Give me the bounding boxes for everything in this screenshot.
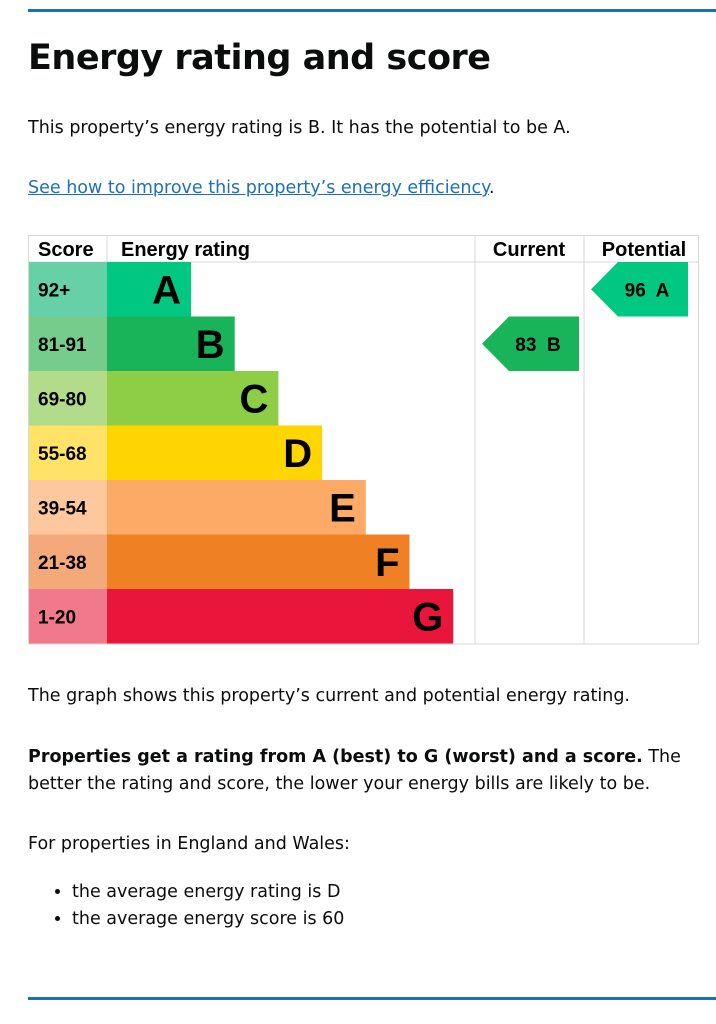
rating-bar-c xyxy=(107,371,279,426)
page-title: Energy rating and score xyxy=(28,38,491,78)
score-cell-g xyxy=(29,589,107,644)
top-divider xyxy=(28,9,716,12)
score-label-c: 69-80 xyxy=(38,389,87,410)
score-label-a: 92+ xyxy=(38,280,70,301)
score-cell-d xyxy=(29,425,107,480)
score-cell-a xyxy=(29,262,107,317)
score-cell-c xyxy=(29,371,107,426)
average-intro: For properties in England and Wales: xyxy=(28,834,350,854)
rating-bar-g xyxy=(107,589,454,644)
current-arrow xyxy=(482,316,579,371)
rating-letter-f: F xyxy=(375,541,399,585)
score-cell-e xyxy=(29,480,107,535)
graph-note: The graph shows this property’s current … xyxy=(28,686,630,706)
rating-letter-e: E xyxy=(329,486,356,530)
current-label: 83 B xyxy=(515,335,560,356)
rating-letter-a: A xyxy=(152,268,181,312)
rating-bar-e xyxy=(107,480,366,535)
potential-arrow xyxy=(591,262,688,317)
improve-link[interactable]: See how to improve this property’s energ… xyxy=(28,178,489,198)
rating-letter-c: C xyxy=(240,377,269,421)
score-label-e: 39-54 xyxy=(38,498,87,519)
score-cell-f xyxy=(29,534,107,589)
rating-bar-a xyxy=(107,262,191,317)
rating-bold: Properties get a rating from A (best) to… xyxy=(28,747,643,767)
average-score: the average energy score is 60 xyxy=(72,906,344,933)
header-energy-rating: Energy rating xyxy=(121,239,250,261)
improve-paragraph: See how to improve this property’s energ… xyxy=(28,175,698,202)
averages-list: the average energy rating is D the avera… xyxy=(28,879,344,933)
rating-explanation: Properties get a rating from A (best) to… xyxy=(28,744,698,798)
average-rating: the average energy rating is D xyxy=(72,879,344,906)
rating-bar-b xyxy=(107,316,235,371)
bottom-divider xyxy=(28,997,716,1000)
intro-text: This property’s energy rating is B. It h… xyxy=(28,118,571,138)
rating-letter-d: D xyxy=(283,432,312,476)
chart-border xyxy=(28,235,699,645)
score-label-g: 1-20 xyxy=(38,607,76,628)
header-potential: Potential xyxy=(602,239,686,261)
potential-label: 96 A xyxy=(625,280,670,301)
rating-bar-f xyxy=(107,534,410,589)
score-label-f: 21-38 xyxy=(38,553,87,574)
rating-letter-g: G xyxy=(412,595,443,639)
rating-rest: The better the rating and score, the low… xyxy=(28,747,681,794)
header-current: Current xyxy=(493,239,566,261)
energy-rating-chart: Score Energy rating Current Potential 92+ A 81… xyxy=(28,235,699,645)
score-label-b: 81-91 xyxy=(38,335,87,356)
rating-letter-b: B xyxy=(196,323,225,367)
score-cell-b xyxy=(29,316,107,371)
score-label-d: 55-68 xyxy=(38,444,87,465)
header-score: Score xyxy=(38,239,94,261)
link-suffix: . xyxy=(488,178,495,198)
rating-bar-d xyxy=(107,425,323,480)
